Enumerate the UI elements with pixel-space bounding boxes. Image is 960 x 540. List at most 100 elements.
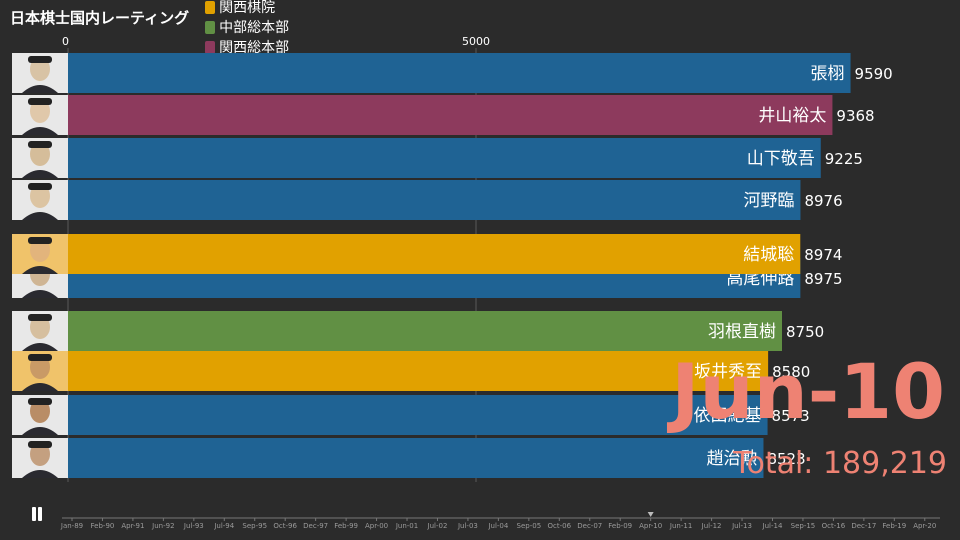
legend-swatch <box>205 20 216 34</box>
timeline-label: Sep-05 <box>517 522 542 530</box>
pause-button[interactable] <box>26 504 48 526</box>
timeline-label: Jun-92 <box>151 522 174 530</box>
chart-header: 日本棋士国内レーティング 東京本院関西棋院中部総本部関西総本部 <box>10 0 301 56</box>
bar-row: 山下敬吾 9225 <box>12 138 863 178</box>
bar-value-label: 9368 <box>836 107 874 125</box>
timeline-label: Sep-15 <box>791 522 816 530</box>
avatar-hair <box>28 354 52 361</box>
bar <box>68 95 833 135</box>
timeline-label: Feb-99 <box>334 522 358 530</box>
timeline-label: Feb-19 <box>882 522 906 530</box>
bar-name-label: 張栩 <box>811 64 845 84</box>
legend-item: 関西棋院 <box>205 0 289 17</box>
timeline-label: Dec-07 <box>577 522 602 530</box>
timeline-label: Jul-02 <box>427 522 448 530</box>
timeline-label: Apr-91 <box>121 522 144 530</box>
bar-value-label: 8976 <box>804 192 842 210</box>
avatar-suit <box>22 266 58 274</box>
avatar-suit <box>22 427 58 435</box>
avatar-suit <box>22 127 58 135</box>
bar-row: 河野臨 8976 <box>12 180 843 220</box>
timeline-label: Feb-90 <box>91 522 115 530</box>
current-date: Jun-10 <box>666 347 945 436</box>
avatar-suit <box>22 85 58 93</box>
avatar-suit <box>22 343 58 351</box>
legend-label: 関西総本部 <box>219 40 290 56</box>
timeline-label: Apr-20 <box>913 522 936 530</box>
bar-row: 羽根直樹 8750 <box>12 311 824 351</box>
bar-row: 結城聡 8974 <box>12 234 842 274</box>
bar-row: 依田紀基 8573 <box>12 395 810 435</box>
timeline-label: Oct-96 <box>273 522 297 530</box>
bar <box>68 138 821 178</box>
bar-value-label: 8974 <box>804 246 842 264</box>
timeline-label: Jul-12 <box>701 522 722 530</box>
avatar-hair <box>28 183 52 190</box>
bar <box>68 395 768 435</box>
bar-value-label: 9590 <box>855 65 893 83</box>
avatar-hair <box>28 314 52 321</box>
bar <box>68 311 782 351</box>
bar-name-label: 羽根直樹 <box>708 322 776 342</box>
chart-title: 日本棋士国内レーティング <box>10 8 190 27</box>
bar-row: 張栩 9590 <box>12 53 893 93</box>
bar-name-label: 山下敬吾 <box>747 149 815 169</box>
bar-value-label: 9225 <box>825 150 863 168</box>
avatar-hair <box>28 98 52 105</box>
legend: 東京本院関西棋院中部総本部関西総本部 <box>205 0 301 57</box>
bar-name-label: 依田紀基 <box>694 406 762 426</box>
bar-value-label: 8975 <box>804 270 842 288</box>
avatar-suit <box>22 290 58 298</box>
bar-value-label: 8580 <box>772 363 810 381</box>
total-label: Total: 189,219 <box>732 446 947 481</box>
bar <box>68 351 769 391</box>
bar-name-label: 坂井秀至 <box>694 362 762 382</box>
bar <box>68 438 764 478</box>
x-tick-label: 5000 <box>462 35 490 48</box>
bar-value-label: 8523 <box>767 450 805 468</box>
bar-row: 井山裕太 9368 <box>12 95 875 135</box>
bar-row: 坂井秀至 8580 <box>12 351 810 391</box>
bar-name-label: 趙治勲 <box>706 449 757 469</box>
legend-label: 中部総本部 <box>219 20 290 36</box>
avatar-suit <box>22 170 58 178</box>
timeline-label: Jul-04 <box>487 522 508 530</box>
legend-swatch <box>205 0 216 14</box>
timeline-label: Oct-06 <box>548 522 572 530</box>
avatar-hair <box>28 398 52 405</box>
timeline-label: Jul-93 <box>183 522 204 530</box>
avatar-suit <box>22 212 58 220</box>
legend-label: 関西棋院 <box>219 0 276 16</box>
timeline-label: Jul-14 <box>762 522 783 530</box>
bar-name-label: 井山裕太 <box>758 106 826 126</box>
avatar-hair <box>28 441 52 448</box>
timeline-label: Oct-16 <box>822 522 846 530</box>
avatar-suit <box>22 470 58 478</box>
bar <box>68 234 801 274</box>
legend-swatch <box>205 40 216 54</box>
avatar-hair <box>28 56 52 63</box>
avatar-suit <box>22 383 58 391</box>
timeline-label: Apr-10 <box>639 522 662 530</box>
bar-value-label: 8573 <box>772 407 810 425</box>
timeline-label: Jul-94 <box>213 522 234 530</box>
bar <box>68 53 851 93</box>
legend-item: 関西総本部 <box>205 37 289 57</box>
timeline-label: Dec-97 <box>303 522 328 530</box>
avatar-hair <box>28 141 52 148</box>
timeline-label: Jul-13 <box>731 522 752 530</box>
bar-row: 趙治勲 8523 <box>12 438 806 478</box>
timeline-current-marker[interactable] <box>647 512 654 517</box>
bar-name-label: 河野臨 <box>743 191 794 211</box>
x-tick-label: 0 <box>62 35 69 48</box>
timeline-label: Dec-17 <box>851 522 876 530</box>
bar-value-label: 8750 <box>786 323 824 341</box>
pause-icon-bar <box>38 507 42 521</box>
timeline-label: Feb-09 <box>608 522 632 530</box>
timeline-label: Sep-95 <box>242 522 267 530</box>
timeline-label: Jan-89 <box>60 522 83 530</box>
timeline-label: Jun-11 <box>669 522 692 530</box>
timeline-label: Jun-01 <box>395 522 418 530</box>
bar <box>68 180 801 220</box>
